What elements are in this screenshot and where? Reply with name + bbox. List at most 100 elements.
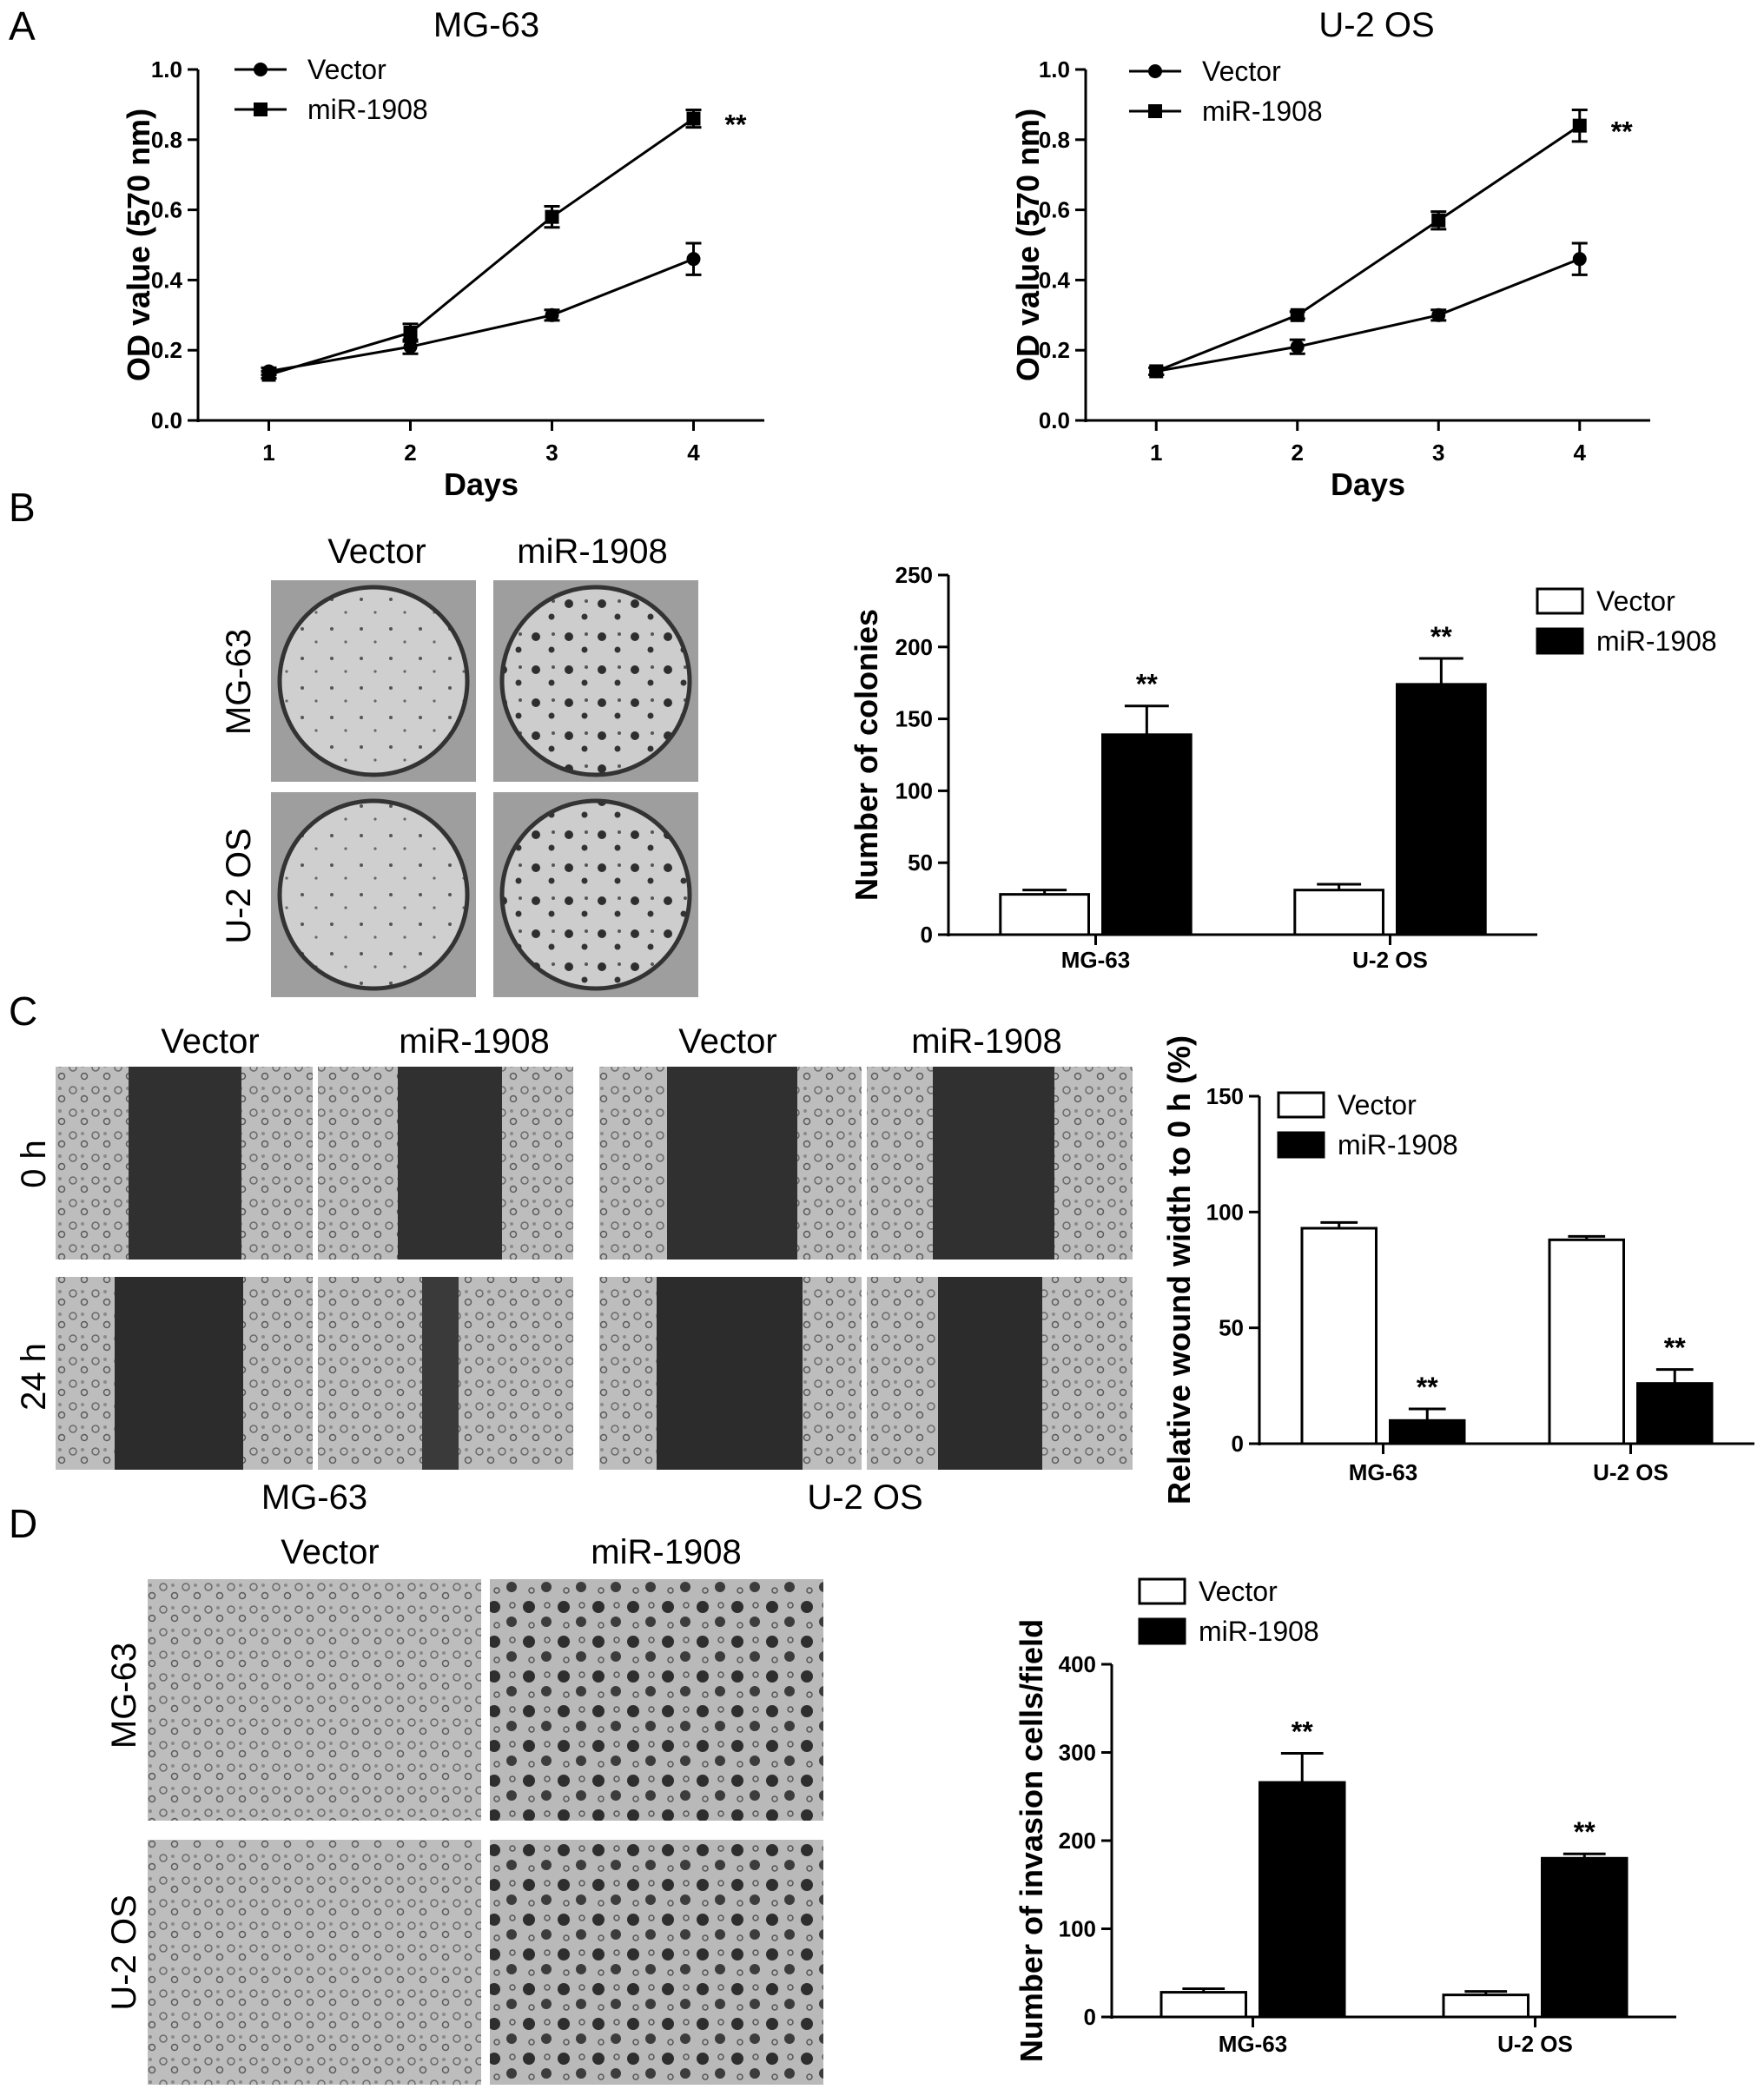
bar-mir1908 [1541, 1856, 1629, 2019]
y-tick-label: 50 [908, 850, 933, 876]
bar-mir1908 [1636, 1382, 1714, 1445]
legend-label: miR-1908 [1202, 96, 1323, 127]
legend-marker [1148, 64, 1162, 78]
significance-annotation: ** [1664, 1332, 1686, 1364]
x-tick-label: 4 [687, 440, 700, 466]
category-label: U-2 OS [1593, 1459, 1668, 1485]
invasion-mg63-mir [490, 1579, 823, 1821]
panel-d-photos: Vector miR-1908 MG-63 U-2 OS [105, 1533, 823, 2085]
significance-annotation: ** [1136, 669, 1158, 700]
significance-annotation: ** [1417, 1372, 1438, 1403]
c-col-mir-u2os: miR-1908 [911, 1022, 1061, 1061]
data-point [1431, 213, 1446, 228]
bar-vector [1293, 889, 1385, 936]
data-point [545, 307, 559, 322]
data-point [1290, 307, 1305, 322]
y-tick-label: 0.2 [151, 337, 182, 363]
data-point [686, 252, 701, 267]
legend-swatch [1536, 627, 1584, 655]
invasion-u2os-mir [490, 1840, 823, 2085]
bar-vector [999, 893, 1091, 936]
dish-u2os-vector [277, 798, 470, 991]
category-label: MG-63 [1219, 2031, 1287, 2057]
y-axis-label: OD value (570 nm) [1010, 109, 1046, 381]
y-tick-label: 0 [1232, 1431, 1244, 1457]
c-group-u2os: U-2 OS [807, 1478, 922, 1517]
y-tick-label: 0.0 [1039, 407, 1070, 433]
data-point [261, 367, 276, 382]
y-tick-label: 300 [1059, 1740, 1096, 1766]
legend-swatch [1536, 587, 1584, 615]
x-tick-label: 4 [1574, 440, 1587, 466]
category-label: U-2 OS [1497, 2031, 1573, 2057]
bar-vector [1548, 1238, 1625, 1445]
x-tick-label: 1 [262, 440, 274, 466]
legend-label: miR-1908 [1338, 1129, 1458, 1160]
x-tick-label: 2 [404, 440, 416, 466]
panel-label-b: B [9, 485, 36, 530]
chart-wound-width: 0 50 100 150 Relative wound width to 0 h (%)… [1161, 1035, 1754, 1504]
chart-title: U-2 OS [1318, 6, 1434, 44]
y-tick-label: 0.2 [1039, 337, 1070, 363]
b-col-mir1908: miR-1908 [517, 532, 667, 571]
legend-swatch [1138, 1577, 1186, 1605]
y-axis-label: Number of colonies [849, 609, 884, 901]
legend-label: Vector [307, 54, 386, 85]
bar-mir1908 [1396, 683, 1487, 936]
b-col-vector: Vector [327, 532, 426, 571]
b-row-mg63: MG-63 [220, 629, 258, 735]
series-line-vector [268, 257, 695, 373]
c-col-vector-u2os: Vector [678, 1022, 776, 1061]
y-tick-label: 1.0 [1039, 56, 1070, 83]
bar-vector [1442, 1994, 1529, 2019]
b-row-u2os: U-2 OS [220, 828, 258, 943]
data-point [686, 111, 701, 126]
y-tick-label: 50 [1219, 1315, 1244, 1341]
series-line-vector [1155, 257, 1581, 373]
chart-title: MG-63 [433, 6, 539, 44]
y-tick-label: 0.4 [1039, 267, 1071, 293]
y-tick-label: 0.8 [151, 127, 182, 153]
y-tick-label: 200 [895, 634, 933, 660]
chart-mg63-growth: MG-63 0.0 0.2 0.4 0.6 0.8 1.0 OD value (570 nm)… [121, 6, 764, 502]
y-axis-label: Number of invasion cells/field [1014, 1619, 1049, 2062]
y-tick-label: 1.0 [151, 56, 182, 83]
d-col-vector: Vector [281, 1533, 379, 1571]
c-col-mir-mg63: miR-1908 [399, 1022, 549, 1061]
invasion-u2os-vector [148, 1840, 481, 2085]
c-group-mg63: MG-63 [261, 1478, 367, 1517]
series-line-mir1908 [1155, 124, 1581, 373]
x-axis-label: Days [444, 466, 519, 502]
series-line-mir1908 [268, 117, 695, 376]
y-tick-label: 0.8 [1039, 127, 1070, 153]
data-point [1431, 307, 1446, 322]
c-col-vector-mg63: Vector [161, 1022, 259, 1061]
legend-marker [254, 102, 268, 116]
significance-annotation: ** [1574, 1816, 1596, 1848]
y-tick-label: 250 [895, 562, 933, 588]
chart-colony-count: 0 50 100 150 200 250 Number of colonies MG-63 **… [849, 562, 1717, 973]
legend-swatch [1277, 1131, 1325, 1159]
legend-label: Vector [1199, 1576, 1278, 1607]
y-tick-label: 100 [895, 777, 933, 803]
bar-vector [1159, 1991, 1247, 2019]
category-label: MG-63 [1061, 947, 1130, 973]
significance-annotation: ** [1430, 621, 1452, 652]
legend-marker [254, 63, 268, 76]
legend-swatch [1138, 1617, 1186, 1645]
data-point [403, 340, 418, 354]
y-axis-label: Relative wound width to 0 h (%) [1161, 1035, 1197, 1504]
legend-label: Vector [1596, 585, 1675, 617]
panel-c-photos: Vector miR-1908 Vector miR-1908 0 h 24 h… [15, 1022, 1133, 1517]
data-point [1290, 340, 1305, 354]
y-tick-label: 0 [921, 922, 933, 948]
category-label: U-2 OS [1352, 947, 1428, 973]
y-tick-label: 400 [1059, 1651, 1096, 1677]
x-tick-label: 3 [1432, 440, 1444, 466]
bar-mir1908 [1101, 733, 1193, 936]
y-tick-label: 200 [1059, 1828, 1096, 1854]
y-tick-label: 150 [1206, 1083, 1244, 1109]
data-point [545, 209, 559, 224]
c-row-24h: 24 h [15, 1343, 53, 1411]
x-axis-label: Days [1331, 466, 1405, 502]
